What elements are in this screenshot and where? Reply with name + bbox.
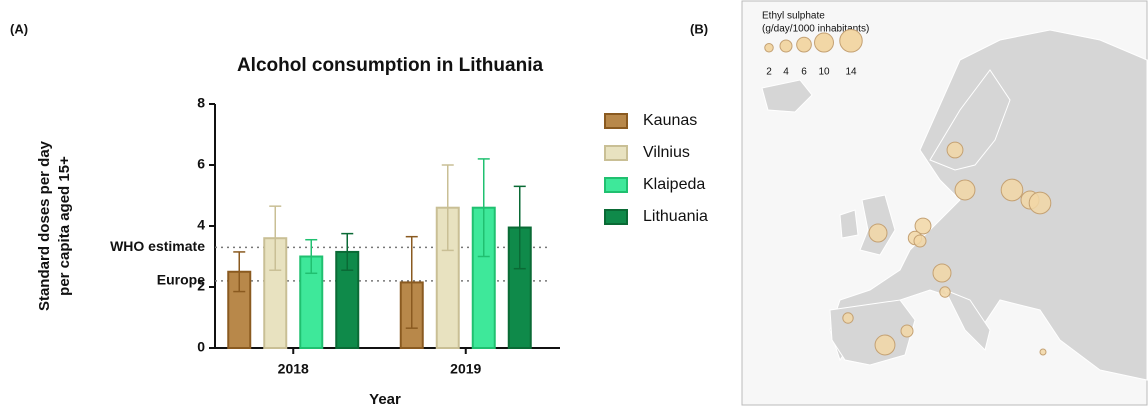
size-legend-bubble [839, 29, 863, 53]
panel-label: (B) [690, 21, 708, 36]
legend-swatch [604, 145, 628, 161]
x-axis-label: Year [369, 391, 401, 408]
size-legend-bubble [814, 32, 834, 53]
site-bubble [954, 179, 976, 201]
legend-label: Kaunas [643, 112, 697, 129]
site-bubble [868, 223, 888, 243]
y-axis-label-line: per capita aged 15+ [56, 156, 73, 296]
legend-label: Lithuania [643, 208, 708, 225]
error-bar [405, 235, 418, 329]
legend-swatch [604, 209, 628, 225]
site-bubble [939, 286, 951, 298]
legend-swatch [604, 113, 628, 129]
map-legend-title: (g/day/1000 inhabitants) [762, 24, 869, 35]
reference-label: WHO estimate [110, 238, 205, 254]
y-axis-label-line: Standard doses per day [36, 140, 53, 311]
site-bubble [1028, 191, 1052, 215]
panel-label: (A) [10, 21, 28, 36]
error-bar [513, 185, 526, 270]
error-bar [477, 158, 490, 258]
legend-label: Vilnius [643, 144, 690, 161]
size-legend-label: 14 [845, 67, 857, 78]
map-legend-title: Ethyl sulphate [762, 11, 825, 22]
size-legend-label: 4 [783, 67, 789, 78]
size-legend-bubble [796, 36, 812, 53]
size-legend-label: 2 [766, 67, 772, 78]
error-bar [233, 251, 246, 293]
y-tick-label: 2 [197, 278, 205, 294]
site-bubble [874, 334, 896, 356]
x-tick-label: 2018 [278, 361, 309, 377]
site-bubble [932, 263, 952, 283]
error-bar [305, 238, 318, 275]
size-legend-label: 6 [801, 67, 807, 78]
size-legend-bubble [779, 39, 793, 53]
size-legend-bubble [764, 43, 774, 53]
error-bar [341, 232, 354, 271]
reference-label: Europe [157, 272, 205, 288]
x-tick-label: 2019 [450, 361, 481, 377]
site-bubble [946, 141, 964, 159]
site-bubble [1039, 348, 1047, 356]
site-bubble [913, 234, 927, 248]
y-axis-label: Standard doses per day per capita aged 1… [36, 140, 73, 311]
legend-swatch [604, 177, 628, 193]
site-bubble [900, 324, 914, 338]
site-bubble [842, 312, 854, 324]
site-bubble [1000, 178, 1024, 202]
error-bar [441, 164, 454, 252]
size-legend-label: 10 [818, 67, 830, 78]
chart-title: Alcohol consumption in Lithuania [237, 55, 544, 76]
y-tick-label: 6 [197, 156, 205, 172]
y-tick-label: 4 [197, 217, 205, 233]
y-tick-label: 8 [197, 95, 205, 111]
y-tick-label: 0 [197, 339, 205, 355]
error-bar [269, 205, 282, 271]
legend-label: Klaipeda [643, 176, 705, 193]
site-bubble [914, 217, 932, 235]
